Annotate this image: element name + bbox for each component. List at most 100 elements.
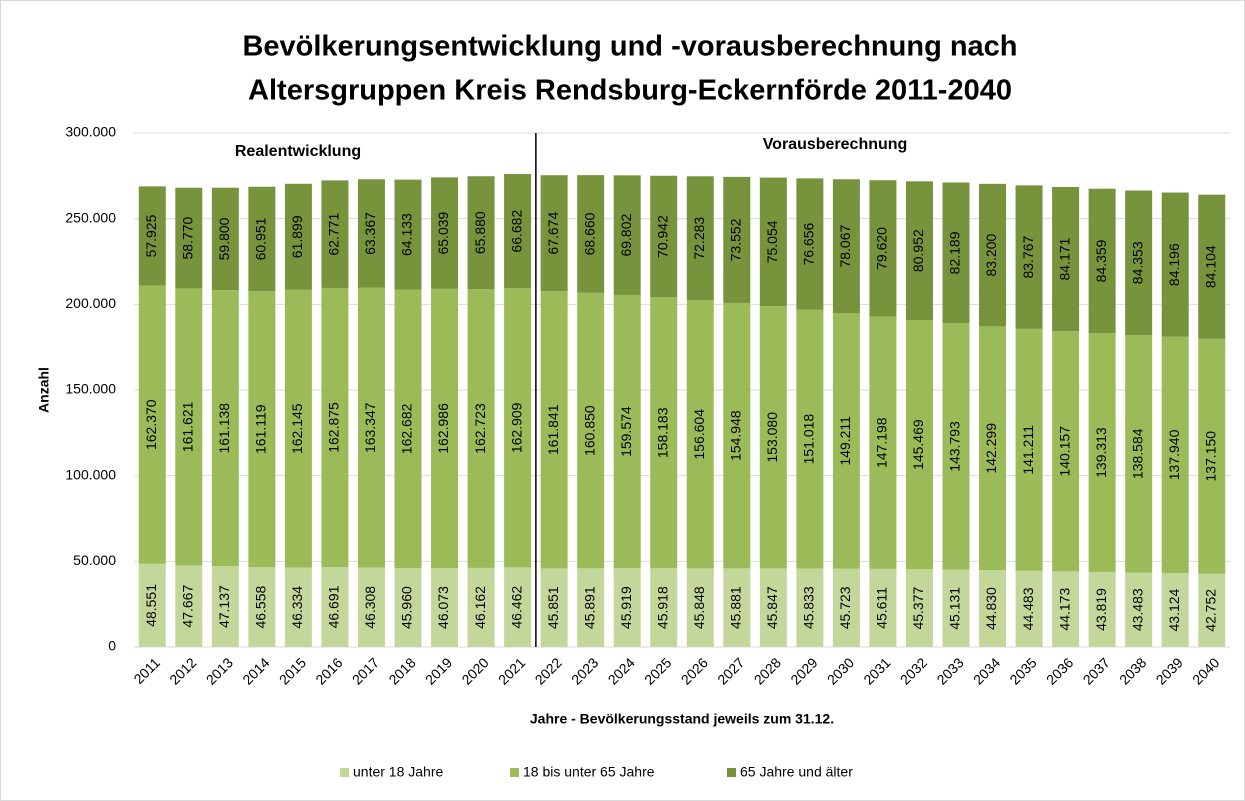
data-label: 70.942 xyxy=(654,215,670,258)
data-label: 84.196 xyxy=(1166,243,1182,286)
bar-segment xyxy=(248,186,276,292)
data-label: 45.881 xyxy=(728,586,744,629)
data-label: 159.574 xyxy=(618,406,634,457)
data-label: 162.909 xyxy=(508,402,524,453)
bar-segment xyxy=(613,568,641,647)
bar-segment xyxy=(138,563,166,647)
bar-segment xyxy=(284,567,312,647)
data-label: 158.183 xyxy=(654,407,670,458)
data-label: 64.133 xyxy=(399,213,415,256)
bar-segment xyxy=(1088,188,1116,334)
bar-segment xyxy=(431,177,459,289)
bar-segment xyxy=(796,309,824,569)
bar-segment xyxy=(540,175,568,292)
bar-segment xyxy=(357,567,385,647)
data-label: 47.137 xyxy=(216,585,232,628)
y-tick-label: 150.000 xyxy=(65,381,116,397)
bar-segment xyxy=(577,175,605,293)
bar-segment xyxy=(175,187,203,289)
data-label: 162.145 xyxy=(289,403,305,454)
bar-segment xyxy=(357,179,385,288)
data-label: 46.308 xyxy=(362,586,378,629)
data-label: 46.073 xyxy=(435,586,451,629)
data-label: 82.189 xyxy=(947,231,963,274)
bar-segment xyxy=(686,300,714,569)
bar-segment xyxy=(504,288,532,568)
data-label: 45.851 xyxy=(545,586,561,629)
bar-segment xyxy=(138,285,166,564)
bar-segment xyxy=(394,179,422,290)
legend-swatch xyxy=(510,768,519,777)
bar-segment xyxy=(1015,185,1043,329)
data-label: 149.211 xyxy=(837,416,853,466)
bar-segment xyxy=(650,297,678,569)
bar-segment xyxy=(1088,571,1116,647)
bar-segment xyxy=(577,568,605,647)
data-label: 161.138 xyxy=(216,403,232,454)
data-label: 43.819 xyxy=(1093,588,1109,631)
data-label: 145.469 xyxy=(910,419,926,470)
bar-segment xyxy=(613,294,641,569)
bar-segment xyxy=(467,567,495,647)
data-label: 143.793 xyxy=(947,421,963,472)
bar-segment xyxy=(1125,190,1153,336)
data-label: 45.919 xyxy=(618,586,634,629)
annotation: Realentwicklung xyxy=(235,143,361,160)
bar-segment xyxy=(394,568,422,647)
y-tick-label: 200.000 xyxy=(65,295,116,311)
data-label: 44.173 xyxy=(1056,588,1072,631)
bar-segment xyxy=(1161,336,1189,574)
bar-segment xyxy=(942,182,970,324)
data-label: 162.370 xyxy=(143,399,159,450)
data-label: 137.940 xyxy=(1166,429,1182,480)
data-label: 59.800 xyxy=(216,217,232,260)
data-label: 67.674 xyxy=(545,212,561,255)
data-label: 73.552 xyxy=(728,218,744,261)
y-tick-label: 0 xyxy=(108,638,116,654)
bar-segment xyxy=(540,568,568,647)
data-label: 46.462 xyxy=(508,586,524,629)
data-label: 139.313 xyxy=(1093,427,1109,478)
data-label: 162.986 xyxy=(435,403,451,454)
data-label: 84.359 xyxy=(1093,239,1109,282)
bar-segment xyxy=(175,288,203,566)
bar-segment xyxy=(284,289,312,568)
bar-segment xyxy=(869,180,897,317)
bar-segment xyxy=(979,326,1007,571)
bar-segment xyxy=(1015,570,1043,647)
bar-segment xyxy=(796,568,824,647)
bar-segment xyxy=(321,567,349,647)
data-label: 160.850 xyxy=(581,405,597,456)
bar-segment xyxy=(540,291,568,569)
bar-segment xyxy=(1052,331,1080,572)
bar-segment xyxy=(869,568,897,647)
data-label: 83.767 xyxy=(1020,235,1036,278)
data-label: 46.558 xyxy=(253,585,269,628)
data-label: 65.039 xyxy=(435,211,451,254)
bar-segment xyxy=(577,292,605,569)
bar-segment xyxy=(832,179,860,314)
data-label: 84.171 xyxy=(1056,237,1072,280)
bar-segment xyxy=(211,290,239,567)
data-label: 142.299 xyxy=(983,423,999,474)
bar-segment xyxy=(1161,573,1189,647)
data-label: 45.723 xyxy=(837,586,853,629)
data-label: 161.621 xyxy=(180,401,196,452)
bar-segment xyxy=(357,287,385,568)
bar-segment xyxy=(1125,572,1153,647)
chart-title: Bevölkerungsentwicklung und -vorausberec… xyxy=(242,31,1017,63)
bar-segment xyxy=(905,181,933,321)
bar-segment xyxy=(723,302,751,569)
data-label: 151.018 xyxy=(801,414,817,465)
bar-segment xyxy=(686,176,714,301)
y-tick-label: 100.000 xyxy=(65,466,116,482)
data-label: 156.604 xyxy=(691,409,707,460)
data-label: 154.948 xyxy=(728,410,744,461)
bar-segment xyxy=(248,567,276,647)
y-tick-label: 300.000 xyxy=(65,124,116,140)
data-label: 65.880 xyxy=(472,211,488,254)
bar-segment xyxy=(759,568,787,647)
data-label: 45.848 xyxy=(691,586,707,629)
bar-segment xyxy=(832,313,860,569)
data-label: 48.551 xyxy=(143,584,159,627)
